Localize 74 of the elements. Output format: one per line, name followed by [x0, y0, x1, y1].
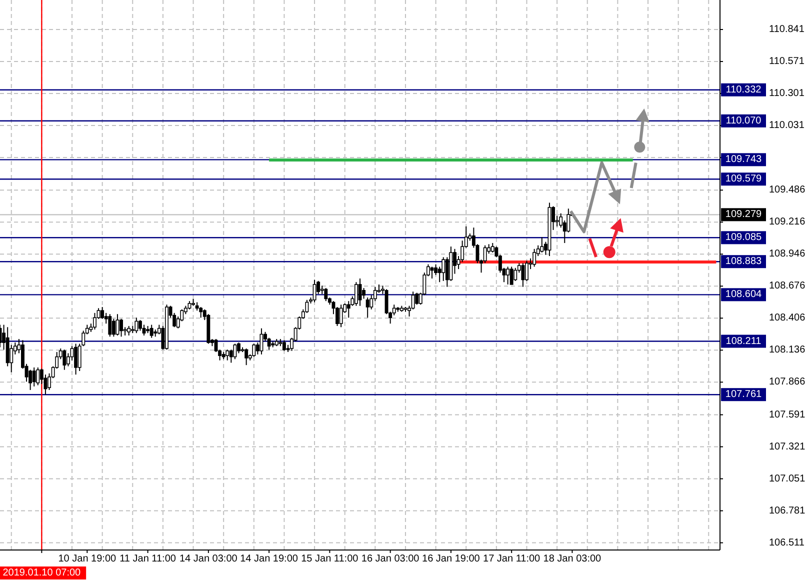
y-tick-label: 109.486: [769, 184, 806, 196]
y-tick-label: 106.781: [769, 505, 806, 516]
x-tick-label: 17 Jan 11:00: [483, 554, 541, 564]
candlestick: [108, 314, 112, 338]
candlestick: [36, 366, 40, 386]
ref-line-label: 109.279: [725, 209, 762, 220]
candlestick: [252, 343, 256, 358]
candlestick: [514, 267, 518, 282]
x-tick-label: 10 Jan 19:00: [58, 554, 117, 564]
candlestick: [260, 328, 264, 355]
candlestick: [415, 292, 419, 306]
candlestick: [442, 256, 446, 282]
y-tick-label: 109.216: [769, 216, 806, 228]
candlestick: [74, 343, 78, 376]
candlestick: [339, 304, 343, 328]
candlestick: [346, 300, 350, 318]
candlestick: [150, 324, 154, 338]
y-tick-label: 108.676: [769, 280, 806, 292]
y-tick-label: 107.866: [769, 376, 806, 388]
ref-line-label: 110.332: [726, 84, 762, 96]
candlestick: [116, 314, 120, 336]
ref-line-label: 110.070: [726, 115, 762, 126]
candlestick: [233, 343, 237, 360]
candlestick: [134, 317, 138, 334]
y-tick-label: 108.406: [769, 312, 806, 324]
candlestick: [312, 279, 316, 303]
candlestick: [138, 320, 142, 332]
y-tick-label: 108.136: [769, 344, 806, 356]
x-tick-label: 14 Jan 03:00: [180, 554, 238, 564]
x-tick-label: 11 Jan 11:00: [120, 554, 176, 564]
ref-line-label: 108.883: [725, 256, 762, 268]
candlestick: [324, 288, 328, 302]
candlestick: [244, 348, 248, 366]
ref-line-label: 109.085: [725, 232, 762, 244]
x-tick-label: 16 Jan 19:00: [422, 554, 480, 564]
candlestick: [490, 242, 494, 253]
y-tick-label: 106.511: [769, 537, 805, 548]
y-tick-label: 107.051: [769, 473, 806, 484]
candlestick: [120, 318, 123, 338]
y-tick-label: 107.321: [769, 441, 806, 452]
x-tick-label: 2019.01.10 07:00: [2, 568, 82, 578]
candlestick: [199, 306, 203, 318]
candlestick: [510, 266, 514, 285]
y-tick-label: 108.946: [769, 248, 806, 260]
candlestick: [100, 306, 104, 320]
candlestick: [32, 366, 36, 387]
ref-line-label: 109.579: [725, 174, 762, 185]
ref-line-label: 107.761: [725, 389, 762, 400]
candlestick: [112, 318, 116, 338]
y-tick-label: 107.591: [769, 409, 806, 420]
x-tick-label: 18 Jan 03:00: [543, 554, 602, 564]
ref-line-label: 108.604: [725, 289, 762, 300]
candlestick: [532, 248, 536, 268]
candlestick: [93, 312, 96, 330]
candlestick: [354, 282, 358, 306]
candlestick: [62, 349, 66, 370]
ref-line-label: 109.743: [725, 154, 762, 166]
candlestick: [127, 325, 131, 336]
candlestick: [358, 278, 362, 306]
candlestick: [226, 349, 230, 361]
x-tick-label: 16 Jan 03:00: [361, 554, 420, 564]
candlestick: [540, 236, 544, 253]
y-tick-label: 110.031: [769, 120, 805, 132]
ref-line-label: 108.211: [726, 336, 762, 347]
y-tick-label: 110.301: [769, 88, 805, 100]
candlestick: [506, 266, 510, 285]
y-tick-label: 110.571: [769, 56, 805, 68]
x-tick-label: 15 Jan 11:00: [301, 554, 359, 564]
candlestick: [521, 262, 525, 288]
candlestick: [366, 297, 370, 318]
x-tick-label: 14 Jan 19:00: [240, 554, 298, 564]
candlestick: [282, 340, 286, 352]
candlestick: [362, 288, 366, 300]
y-tick-label: 110.841: [769, 24, 805, 36]
